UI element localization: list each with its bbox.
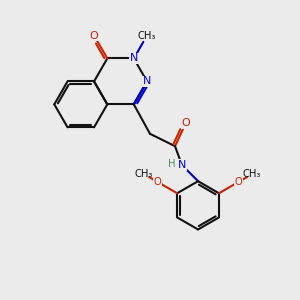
Text: O: O [154,177,162,187]
Text: N: N [143,76,151,86]
Text: CH₃: CH₃ [135,169,153,179]
Text: CH₃: CH₃ [243,169,261,179]
Text: N: N [178,160,186,170]
Text: CH₃: CH₃ [137,31,156,41]
Text: O: O [235,177,242,187]
Text: N: N [130,53,138,64]
Text: O: O [182,118,190,128]
Text: H: H [168,158,175,169]
Text: O: O [90,31,98,40]
